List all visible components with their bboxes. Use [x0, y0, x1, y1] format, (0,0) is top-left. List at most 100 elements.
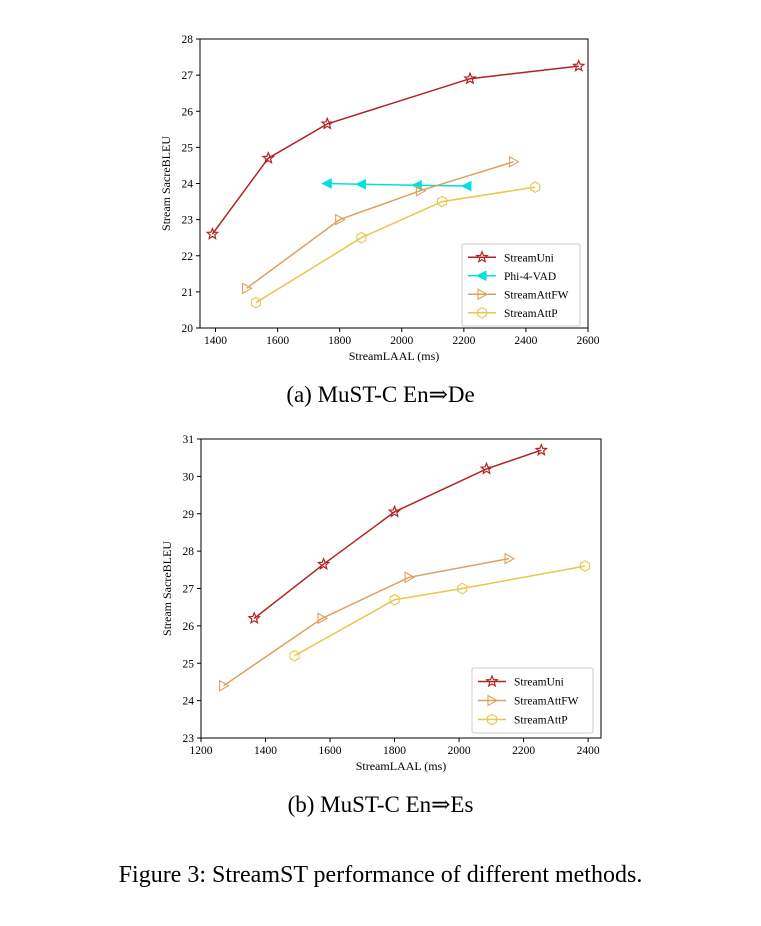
- x-tick-label: 1200: [190, 745, 213, 757]
- data-point: [571, 58, 586, 72]
- series-line: [223, 557, 510, 687]
- x-tick-label: 1800: [328, 335, 351, 347]
- series-line: [255, 186, 536, 304]
- data-point: [355, 178, 366, 190]
- x-tick-label: 2200: [512, 745, 535, 757]
- series-streamattp: [289, 560, 590, 662]
- y-tick-label: 26: [182, 106, 194, 118]
- y-tick-label: 30: [183, 471, 195, 483]
- legend-marker: [475, 270, 487, 282]
- legend-box: [471, 667, 594, 734]
- data-point: [460, 180, 472, 192]
- legend-marker: [475, 250, 489, 264]
- y-tick-label: 20: [182, 323, 194, 335]
- legend-label: StreamUni: [504, 252, 554, 264]
- series-streamattp: [250, 181, 541, 309]
- data-point: [321, 178, 332, 189]
- data-point: [261, 151, 276, 164]
- data-point: [219, 679, 230, 692]
- x-axis-label: StreamLAAL (ms): [349, 349, 440, 363]
- legend-label: StreamAttFW: [514, 696, 579, 708]
- figure-caption: Figure 3: StreamST performance of differ…: [118, 862, 643, 888]
- data-point: [530, 181, 541, 193]
- x-tick-label: 1800: [383, 745, 406, 757]
- data-point: [242, 282, 253, 295]
- y-tick-label: 28: [182, 34, 194, 46]
- y-tick-label: 27: [182, 70, 194, 82]
- legend-box: [461, 243, 581, 327]
- legend-label: StreamUni: [514, 677, 564, 689]
- series-streamattfw: [219, 552, 516, 692]
- x-tick-label: 1600: [319, 745, 342, 757]
- data-point: [504, 552, 516, 565]
- series-streamuni: [205, 58, 586, 240]
- legend-label: StreamAttP: [514, 715, 568, 727]
- y-tick-label: 29: [183, 509, 195, 521]
- data-point: [415, 184, 427, 197]
- data-point: [320, 116, 335, 130]
- chart-b: 1200 1400 1600 1800 2000 2200 2400 23 24 25 26 27 28…: [160, 434, 602, 773]
- x-axis-label: StreamLAAL (ms): [356, 759, 447, 773]
- series-line: [327, 182, 467, 187]
- y-tick-label: 21: [182, 287, 194, 299]
- series-line: [294, 565, 586, 657]
- data-point: [404, 571, 416, 584]
- x-tick-label: 1600: [266, 335, 289, 347]
- chart-a: 1400 1600 1800 2000 2200 2400 2600 20 21 22 23 24 25…: [159, 34, 600, 363]
- data-point: [289, 649, 300, 662]
- chart-a-caption: (a) MuST-C En⇒De: [286, 382, 475, 407]
- legend-marker: [485, 674, 499, 688]
- y-tick-label: 22: [182, 251, 194, 263]
- data-point: [437, 195, 448, 208]
- series-line: [211, 65, 579, 235]
- legend-marker: [477, 288, 489, 301]
- data-point: [479, 461, 494, 475]
- y-tick-label: 28: [183, 546, 195, 558]
- y-tick-label: 27: [183, 584, 195, 596]
- data-point: [579, 560, 590, 572]
- data-point: [508, 155, 520, 168]
- data-point: [317, 612, 329, 625]
- y-tick-label: 25: [183, 658, 195, 670]
- data-point: [387, 504, 402, 518]
- data-point: [205, 226, 220, 240]
- legend-marker: [486, 713, 498, 726]
- x-tick-label: 1400: [204, 335, 227, 347]
- chart-b-caption: (b) MuST-C En⇒Es: [287, 792, 474, 817]
- series-streamattfw: [242, 155, 520, 295]
- x-tick-label: 2000: [448, 745, 471, 757]
- x-tick-label: 2600: [577, 335, 600, 347]
- y-tick-label: 23: [183, 733, 195, 745]
- y-tick-label: 24: [183, 696, 195, 708]
- legend-marker: [487, 694, 499, 707]
- y-axis-label: Stream SacreBLEU: [159, 136, 173, 231]
- legend-label: Phi-4-VAD: [504, 271, 556, 283]
- x-tick-label: 1400: [254, 745, 277, 757]
- data-point: [247, 611, 262, 625]
- series-line: [253, 449, 542, 619]
- series-phi-4-vad: [321, 178, 472, 192]
- legend-label: StreamAttFW: [504, 289, 569, 301]
- y-tick-label: 23: [182, 215, 194, 227]
- series-streamuni: [247, 443, 549, 625]
- data-point: [356, 231, 367, 244]
- data-point: [389, 593, 400, 606]
- y-tick-label: 24: [182, 179, 194, 191]
- y-axis-label: Stream SacreBLEU: [160, 541, 174, 636]
- data-point: [534, 443, 549, 456]
- legend-marker: [476, 306, 488, 319]
- data-point: [316, 557, 331, 570]
- y-tick-label: 25: [182, 142, 194, 154]
- series-line: [246, 161, 514, 289]
- x-tick-label: 2400: [577, 745, 600, 757]
- data-point: [335, 213, 346, 226]
- data-point: [463, 71, 477, 85]
- y-tick-label: 31: [183, 434, 195, 446]
- legend-label: StreamAttP: [504, 308, 558, 320]
- data-point: [250, 296, 261, 309]
- x-tick-label: 2400: [514, 335, 537, 347]
- x-tick-label: 2000: [390, 335, 413, 347]
- data-point: [457, 582, 468, 595]
- y-tick-label: 26: [183, 621, 195, 633]
- x-tick-label: 2200: [452, 335, 475, 347]
